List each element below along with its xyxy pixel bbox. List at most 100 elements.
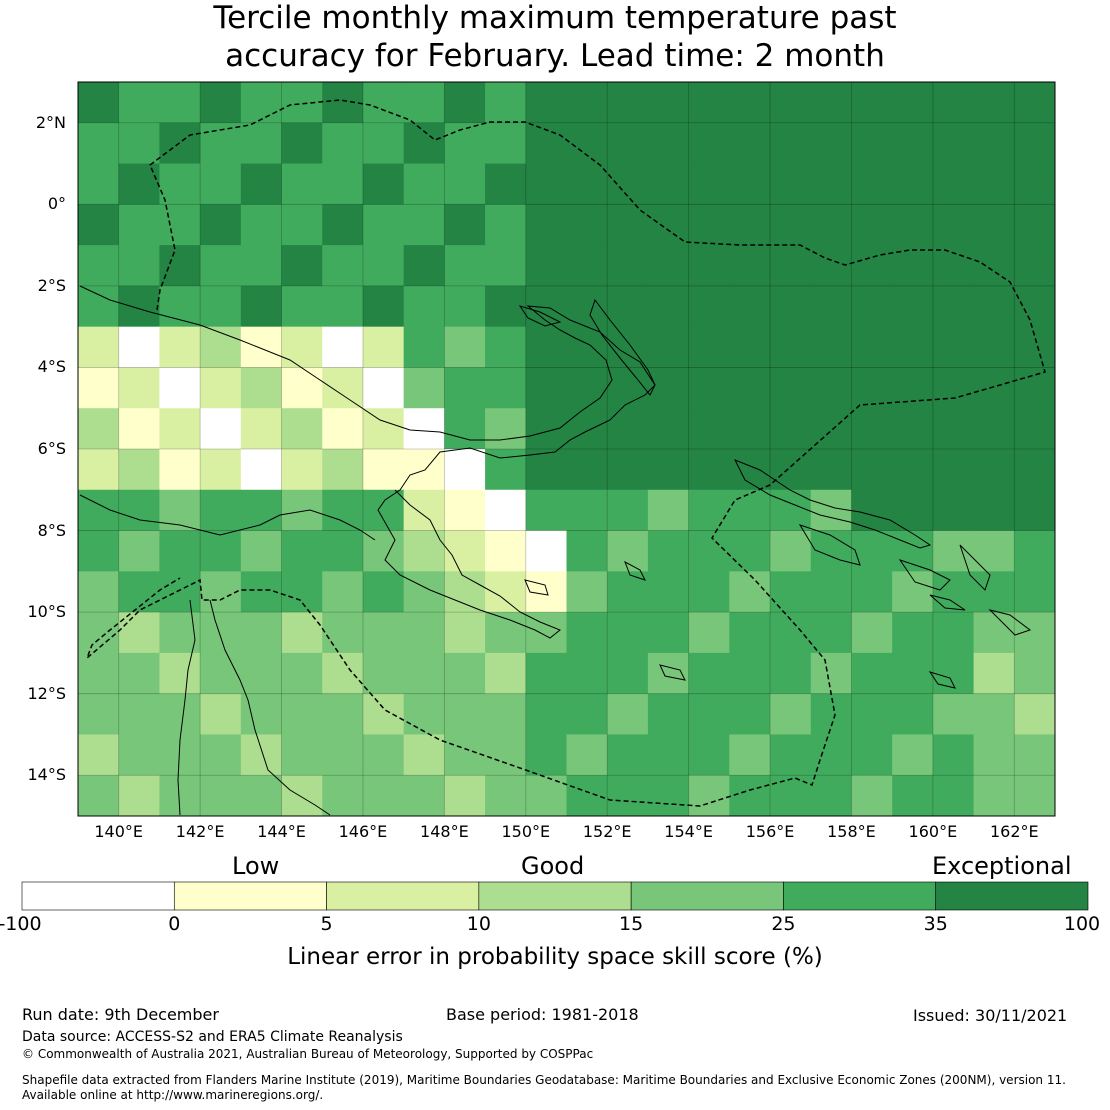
skill-cell xyxy=(200,326,242,368)
skill-cell xyxy=(688,326,730,368)
skill-cell xyxy=(647,693,690,735)
skill-cell xyxy=(932,734,975,776)
skill-cell xyxy=(281,163,323,205)
skill-cell xyxy=(118,122,160,165)
skill-cell xyxy=(810,326,852,368)
skill-cell xyxy=(932,204,975,246)
skill-cell xyxy=(973,530,1015,572)
skill-cell xyxy=(240,163,283,205)
skill-cell xyxy=(932,530,975,572)
skill-cell xyxy=(78,163,120,205)
skill-cell xyxy=(973,489,1015,532)
skill-cell xyxy=(281,326,323,368)
skill-cell xyxy=(78,571,120,613)
skill-cell xyxy=(729,571,771,613)
skill-cell xyxy=(688,775,730,817)
skill-cell xyxy=(322,122,364,165)
lat-tick-label: 14°S xyxy=(27,765,66,785)
skill-cell xyxy=(892,326,934,368)
skill-cell xyxy=(729,367,771,409)
skill-cell xyxy=(607,571,649,613)
skill-cell xyxy=(688,571,730,613)
skill-cell xyxy=(932,612,975,654)
skill-cell xyxy=(362,408,405,450)
skill-cell xyxy=(892,204,934,246)
skill-cell xyxy=(566,775,608,817)
coastlines xyxy=(79,285,1032,816)
skill-cell xyxy=(444,530,486,572)
colorbar-tick-label: 25 xyxy=(771,913,796,935)
skill-cell xyxy=(892,82,934,124)
skill-cell xyxy=(1014,489,1056,532)
colorbar-label: Linear error in probability space skill … xyxy=(287,944,823,970)
colorbar-segment xyxy=(173,881,327,911)
skill-cell xyxy=(403,122,445,165)
skill-cell xyxy=(892,163,934,205)
skill-cell xyxy=(159,163,201,205)
skill-cell xyxy=(485,122,527,165)
skill-cell xyxy=(851,571,893,613)
skill-cell xyxy=(525,449,567,491)
skill-cell xyxy=(485,367,527,409)
colorbar xyxy=(21,881,1089,911)
skill-cell xyxy=(647,734,690,776)
skill-cell xyxy=(892,489,934,532)
skill-cell xyxy=(118,775,160,817)
skill-cell xyxy=(444,612,486,654)
lat-tick-label: 2°S xyxy=(37,275,66,295)
skill-cell xyxy=(444,571,486,613)
skill-cell xyxy=(851,82,893,124)
skill-cell xyxy=(1014,204,1056,246)
skill-cell xyxy=(566,734,608,776)
skill-cell xyxy=(485,775,527,817)
skill-cell xyxy=(403,82,445,124)
skill-cell xyxy=(688,204,730,246)
skill-cell xyxy=(444,82,486,124)
skill-cell xyxy=(525,82,567,124)
skill-cell xyxy=(240,204,283,246)
skill-cell xyxy=(485,734,527,776)
skill-cell xyxy=(729,285,771,328)
skill-cell xyxy=(851,612,893,654)
skill-cell xyxy=(973,245,1015,287)
skill-cell xyxy=(281,775,323,817)
eez-boundaries xyxy=(86,99,1046,807)
skill-cell xyxy=(403,652,445,695)
skill-cell xyxy=(729,489,771,532)
lon-tick-label: 162°E xyxy=(989,822,1039,841)
skill-cell xyxy=(281,693,323,735)
skill-cell xyxy=(647,530,690,572)
skill-cell xyxy=(362,367,405,409)
skill-cell xyxy=(159,245,201,287)
skill-cell xyxy=(810,82,852,124)
skill-cell xyxy=(118,204,160,246)
skill-cell xyxy=(1014,734,1056,776)
skill-cell xyxy=(892,612,934,654)
skill-cell xyxy=(281,489,323,532)
skill-cell xyxy=(159,530,201,572)
skill-cell xyxy=(281,530,323,572)
skill-cell xyxy=(1014,122,1056,165)
skill-cell xyxy=(159,571,201,613)
skill-cell xyxy=(810,163,852,205)
skill-cell xyxy=(851,408,893,450)
skill-cell xyxy=(403,775,445,817)
skill-cell xyxy=(118,285,160,328)
skill-cell xyxy=(525,122,567,165)
skill-cell xyxy=(566,367,608,409)
skill-cell xyxy=(607,775,649,817)
skill-cell xyxy=(78,204,120,246)
skill-cell xyxy=(200,612,242,654)
skill-cell xyxy=(78,612,120,654)
skill-cell xyxy=(240,122,283,165)
lat-tick-label: 10°S xyxy=(27,602,66,622)
skill-cell xyxy=(1014,571,1056,613)
new-guinea-coast xyxy=(79,285,656,639)
skill-cell xyxy=(607,82,649,124)
colorbar-segment xyxy=(326,881,480,911)
skill-cell xyxy=(240,652,283,695)
skill-cell xyxy=(688,163,730,205)
skill-cell xyxy=(159,489,201,532)
skill-cell xyxy=(485,204,527,246)
skill-cell xyxy=(688,245,730,287)
